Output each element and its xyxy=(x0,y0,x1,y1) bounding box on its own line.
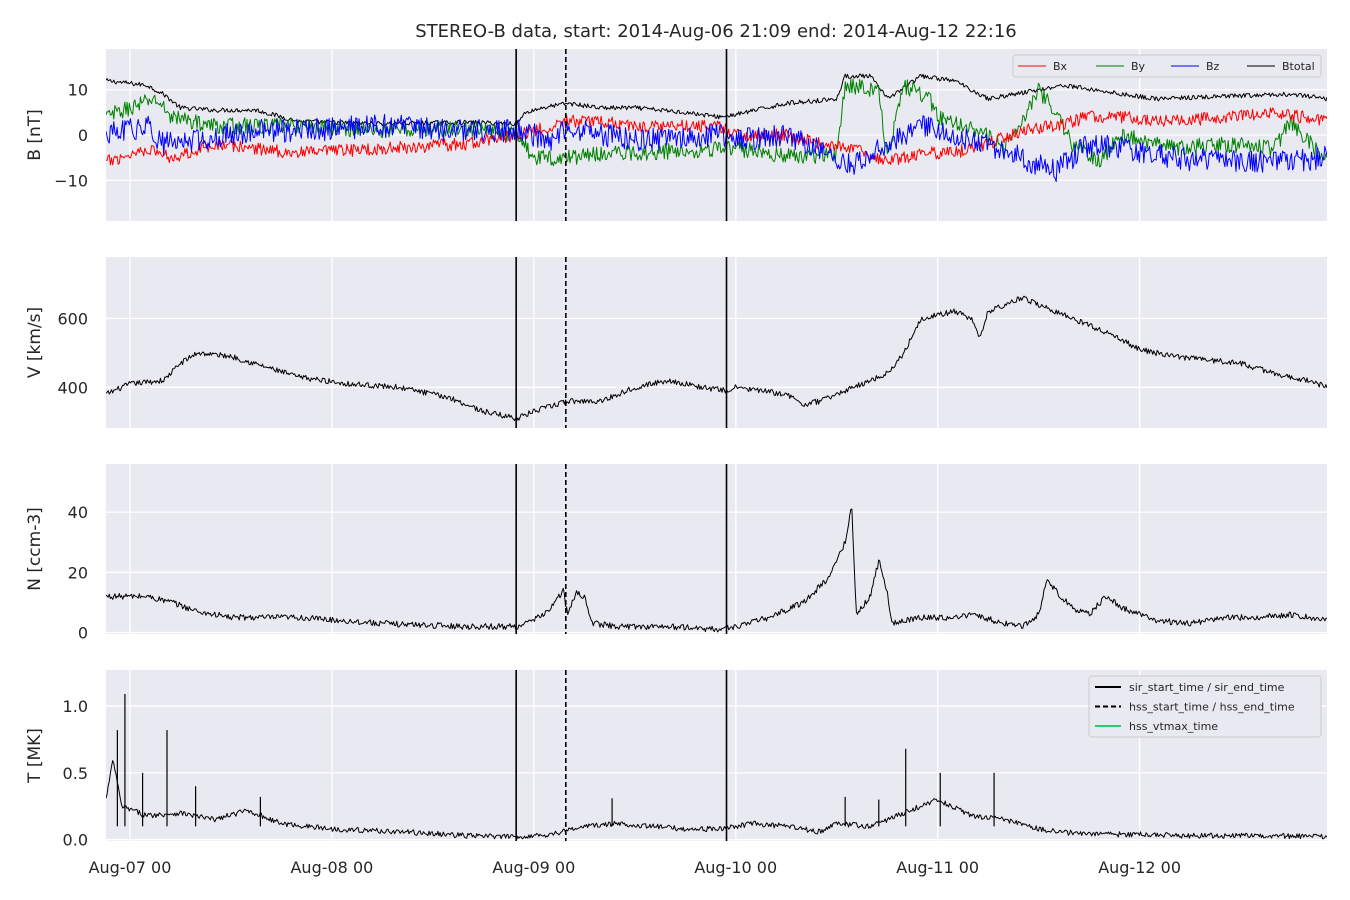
x-tick-label: Aug-10 00 xyxy=(694,858,777,877)
x-tick-label: Aug-07 00 xyxy=(89,858,172,877)
series-group xyxy=(106,694,1327,840)
y-tick-label-b: 10 xyxy=(68,81,88,100)
y-tick-label-n: 40 xyxy=(68,503,88,522)
legend-label-bx: Bx xyxy=(1053,60,1068,73)
panel-t: 0.0 0.5 1.0 T [MK] sir_start_time / sir_end_… xyxy=(25,670,1327,850)
y-tick-label-v: 600 xyxy=(57,309,88,328)
y-tick-label-n: 20 xyxy=(68,563,88,582)
y-axis-label-t: T [MK] xyxy=(25,728,45,784)
y-axis-label-n: N [ccm-3] xyxy=(25,507,45,591)
panel-v: 400 600 V [km/s] xyxy=(25,257,1327,428)
series-group xyxy=(106,73,1327,183)
y-tick-label-t: 0.5 xyxy=(63,764,88,783)
panel-background xyxy=(106,257,1327,428)
y-tick-label-b: −10 xyxy=(54,171,88,190)
series-line-n xyxy=(106,508,1327,633)
series-line-bz xyxy=(106,113,1327,183)
y-tick-label-t: 0.0 xyxy=(63,831,88,850)
series-line-v xyxy=(106,295,1327,422)
panel-b: −10 0 10 B [nT] Bx By Bz Btotal xyxy=(25,49,1327,221)
legend-t: sir_start_time / sir_end_time hss_start_t… xyxy=(1088,675,1322,738)
chart-title: STEREO-B data, start: 2014-Aug-06 21:09 … xyxy=(415,21,1016,42)
legend-label-bz: Bz xyxy=(1206,60,1220,73)
legend-label-by: By xyxy=(1131,60,1146,73)
legend-label-0: sir_start_time / sir_end_time xyxy=(1129,681,1285,694)
series-group xyxy=(106,295,1327,422)
legend-label-1: hss_start_time / hss_end_time xyxy=(1129,701,1295,714)
y-tick-label-t: 1.0 xyxy=(63,697,88,716)
x-tick-label: Aug-08 00 xyxy=(290,858,373,877)
series-line-t xyxy=(106,760,1327,840)
legend-label-2: hss_vtmax_time xyxy=(1129,720,1218,733)
x-tick-label: Aug-12 00 xyxy=(1098,858,1181,877)
x-tick-label: Aug-11 00 xyxy=(896,858,979,877)
y-axis-label-v: V [km/s] xyxy=(25,307,45,378)
legend-label-btotal: Btotal xyxy=(1282,60,1315,73)
y-tick-label-n: 0 xyxy=(78,623,88,642)
y-axis-label-b: B [nT] xyxy=(25,109,45,161)
y-tick-label-v: 400 xyxy=(57,378,88,397)
series-group xyxy=(106,508,1327,633)
legend-box xyxy=(1088,675,1322,738)
legend-box xyxy=(1012,54,1322,78)
panel-background xyxy=(106,464,1327,634)
legend-b: Bx By Bz Btotal xyxy=(1012,54,1322,78)
y-tick-label-b: 0 xyxy=(78,126,88,145)
x-tick-label: Aug-09 00 xyxy=(492,858,575,877)
panel-n: 0 20 40 N [ccm-3] xyxy=(25,464,1327,642)
